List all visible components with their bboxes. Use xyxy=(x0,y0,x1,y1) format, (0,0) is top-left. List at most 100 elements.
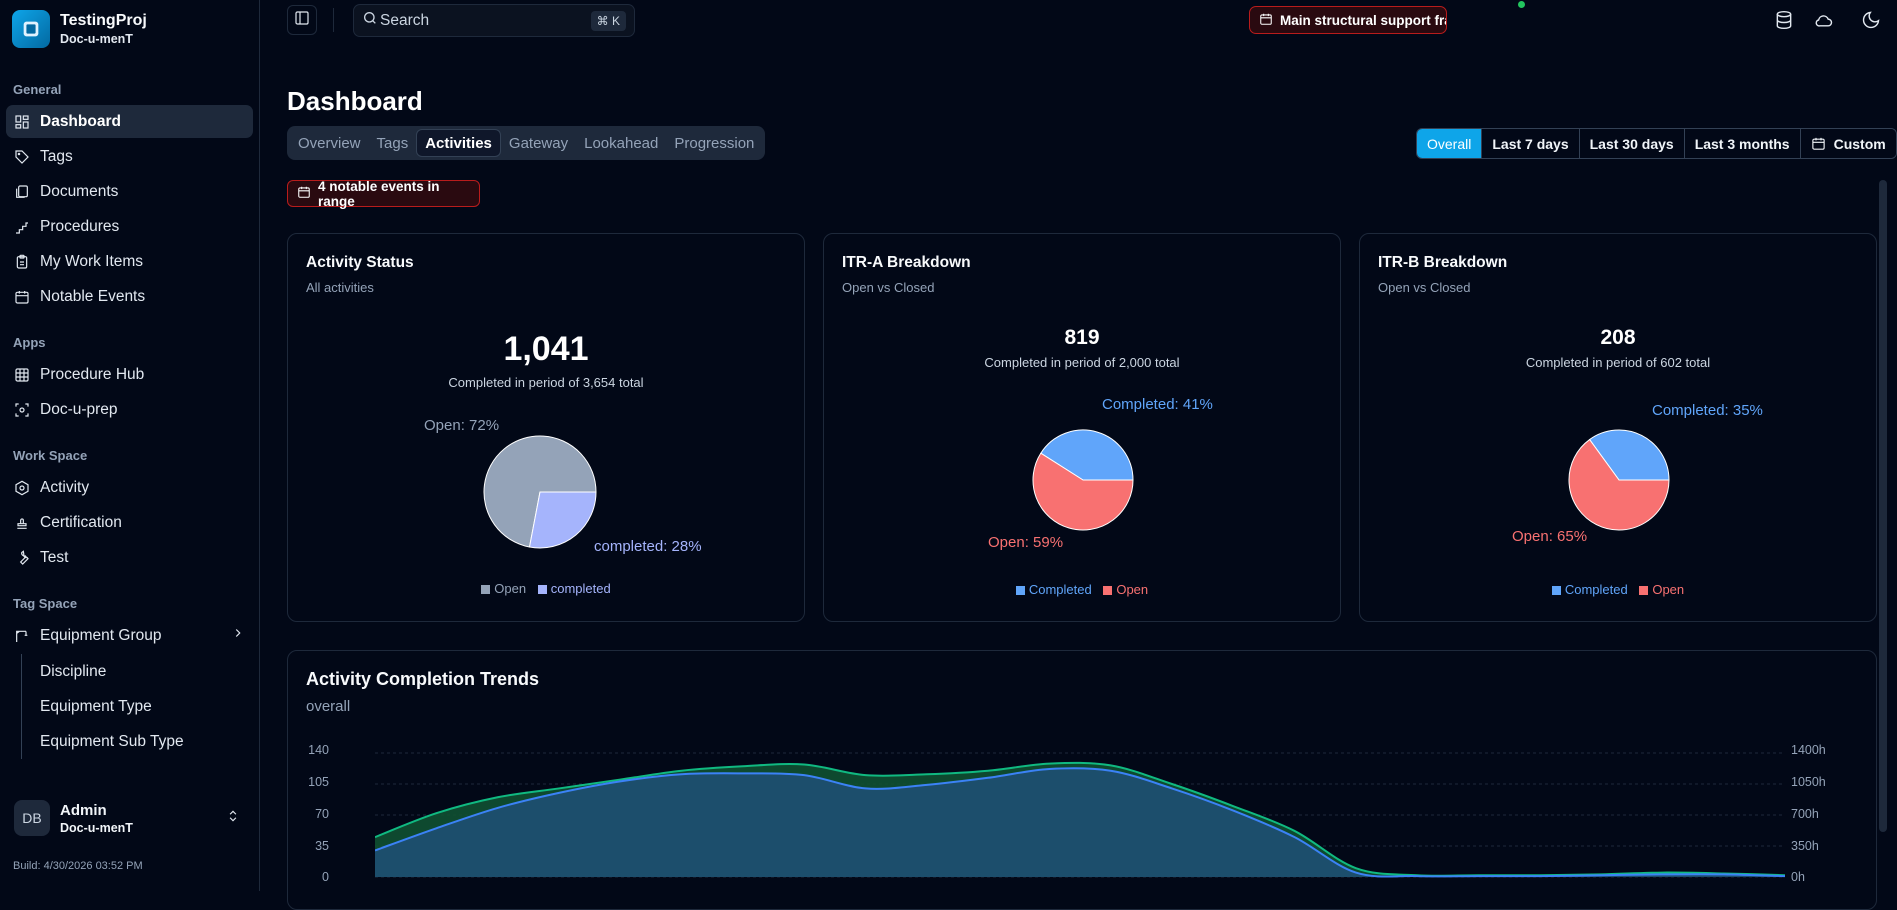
range-overall[interactable]: Overall xyxy=(1417,129,1483,158)
card-value: 208 xyxy=(1600,326,1636,349)
pie-slice-open[interactable] xyxy=(1032,452,1134,531)
search-placeholder: Search xyxy=(380,11,430,29)
series-area-2 xyxy=(375,768,1785,877)
tab-progression[interactable]: Progression xyxy=(674,134,755,152)
page-title: Dashboard xyxy=(287,86,423,116)
sidebar-item-my-work-items[interactable]: My Work Items xyxy=(6,245,253,278)
legend-label: Completed xyxy=(1028,582,1092,597)
card-value: 1,041 xyxy=(503,330,589,368)
card-caption: Completed in period of 602 total xyxy=(1525,355,1711,370)
range-custom[interactable]: Custom xyxy=(1800,129,1896,158)
card-activity-status: Activity Status All activities 1,041 Com… xyxy=(287,233,805,622)
chevron-right-icon[interactable] xyxy=(231,626,245,645)
card-title: ITR-A Breakdown xyxy=(842,254,971,271)
sidebar-item-discipline[interactable]: Discipline xyxy=(40,662,107,680)
sidebar-item-notable-events[interactable]: Notable Events xyxy=(6,280,253,313)
legend-item-open[interactable]: Open xyxy=(481,581,526,596)
chart-legend: Completed Open xyxy=(824,582,1340,597)
pie-slice-completed[interactable] xyxy=(1588,429,1670,481)
tab-lookahead[interactable]: Lookahead xyxy=(584,134,659,152)
tab-activities[interactable]: Activities xyxy=(416,129,501,157)
sidebar-item-dashboard[interactable]: Dashboard xyxy=(6,105,253,138)
tab-overview[interactable]: Overview xyxy=(298,134,361,152)
notable-events-text: 4 notable events in range xyxy=(318,178,440,209)
legend-item-completed[interactable]: completed xyxy=(537,581,611,596)
chart-legend: Completed Open xyxy=(1360,582,1876,597)
range-last-7-days[interactable]: Last 7 days xyxy=(1482,129,1580,158)
stairs-icon xyxy=(14,219,30,235)
sidebar-item-label: Certification xyxy=(40,513,122,531)
sidebar-toggle-button[interactable] xyxy=(287,5,317,35)
y-axis-left-tick: 70 xyxy=(315,807,329,821)
sidebar-item-label: Equipment Group xyxy=(40,626,162,644)
topbar-separator xyxy=(333,8,334,32)
brand[interactable]: TestingProj Doc-u-menT xyxy=(0,0,259,58)
pie-slice-open[interactable] xyxy=(1568,438,1670,531)
brand-subtitle: Doc-u-menT xyxy=(60,32,133,46)
cloud-icon[interactable] xyxy=(1813,9,1835,31)
y-axis-right-tick: 350h xyxy=(1791,839,1819,853)
sidebar-item-equipment-type[interactable]: Equipment Type xyxy=(40,697,152,715)
sidebar-item-equipment-sub-type[interactable]: Equipment Sub Type xyxy=(40,732,184,750)
search-icon xyxy=(362,10,378,31)
build-info: Build: 4/30/2026 03:52 PM xyxy=(13,860,143,872)
sidebar-item-label: My Work Items xyxy=(40,252,144,270)
series-line-2[interactable] xyxy=(375,767,1785,878)
range-last-30-days[interactable]: Last 30 days xyxy=(1579,129,1685,158)
sidebar-item-procedure-hub[interactable]: Procedure Hub xyxy=(6,358,253,391)
sidebar-item-activity[interactable]: Activity xyxy=(6,471,253,504)
sidebar-item-doc-u-prep[interactable]: Doc-u-prep xyxy=(6,393,253,426)
card-subtitle: All activities xyxy=(306,280,374,295)
moon-icon[interactable] xyxy=(1860,9,1882,31)
date-range-selector: Overall Last 7 days Last 30 days Last 3 … xyxy=(1416,128,1897,159)
tag-icon xyxy=(14,149,30,165)
y-axis-right-tick: 0h xyxy=(1791,870,1805,884)
area-chart-completion-trends xyxy=(375,752,1785,878)
y-axis-left-tick: 140 xyxy=(308,743,329,757)
card-caption: Completed in period of 3,654 total xyxy=(448,375,644,390)
pie-slice-completed[interactable] xyxy=(528,491,597,549)
brand-logo-icon xyxy=(12,10,50,48)
card-subtitle: overall xyxy=(306,698,351,715)
pie-chart-itr-a xyxy=(1032,429,1134,531)
wrench-icon xyxy=(14,549,30,566)
main-scrollbar[interactable] xyxy=(1879,180,1887,832)
legend-item-completed[interactable]: Completed xyxy=(1015,582,1092,597)
avatar: DB xyxy=(14,800,50,836)
sidebar-item-label: Activity xyxy=(40,478,90,496)
sidebar-item-label: Dashboard xyxy=(40,112,121,130)
sidebar-item-documents[interactable]: Documents xyxy=(6,175,253,208)
pie-chart-itr-b xyxy=(1568,429,1670,531)
legend-item-completed[interactable]: Completed xyxy=(1551,582,1628,597)
card-title: Activity Completion Trends xyxy=(306,669,540,689)
y-axis-left-tick: 0 xyxy=(322,870,329,884)
legend-item-open[interactable]: Open xyxy=(1639,582,1684,597)
sidebar-item-equipment-group[interactable]: Equipment Group xyxy=(6,619,253,652)
search-shortcut: ⌘ K xyxy=(590,10,626,31)
legend-label: Open xyxy=(1116,582,1149,597)
user-menu[interactable]: DB Admin Doc-u-menT xyxy=(8,792,252,844)
sidebar-item-test[interactable]: Test xyxy=(6,541,253,574)
sidebar-item-procedures[interactable]: Procedures xyxy=(6,210,253,243)
notable-events-badge[interactable]: 4 notable events in range xyxy=(287,178,480,209)
y-axis-right-tick: 700h xyxy=(1791,807,1819,821)
range-last-3-months[interactable]: Last 3 months xyxy=(1684,129,1801,158)
stamp-icon xyxy=(14,515,30,531)
dashboard-tabs: Overview Tags Activities Gateway Lookahe… xyxy=(287,126,766,160)
sidebar-item-certification[interactable]: Certification xyxy=(6,506,253,539)
tab-gateway[interactable]: Gateway xyxy=(508,134,569,152)
legend-item-open[interactable]: Open xyxy=(1103,582,1148,597)
chevrons-up-down-icon xyxy=(226,809,240,828)
pie-label-completed: completed: 28% xyxy=(594,538,702,555)
y-axis-left-tick: 105 xyxy=(308,775,329,789)
legend-label: Completed xyxy=(1564,582,1628,597)
alert-notable-event[interactable]: Main structural support fractur... xyxy=(1249,6,1447,34)
card-itr-a-breakdown: ITR-A Breakdown Open vs Closed 819 Compl… xyxy=(823,233,1341,622)
sidebar-item-tags[interactable]: Tags xyxy=(6,140,253,173)
tab-tags[interactable]: Tags xyxy=(376,134,409,152)
database-icon[interactable] xyxy=(1773,9,1795,31)
card-subtitle: Open vs Closed xyxy=(842,280,935,295)
section-apps-label: Apps xyxy=(13,335,46,350)
search-input[interactable]: Search ⌘ K xyxy=(353,4,635,37)
y-axis-left-tick: 35 xyxy=(315,839,329,853)
